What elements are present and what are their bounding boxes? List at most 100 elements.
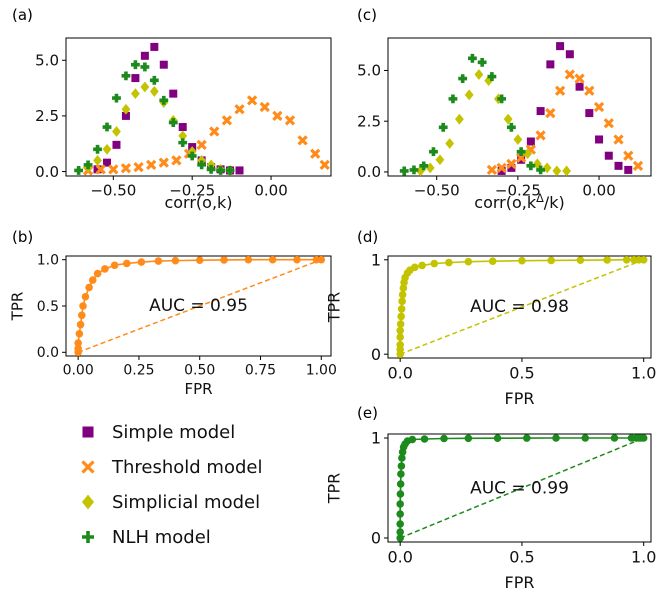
data-point [178,123,187,132]
legend-marker [81,494,95,510]
roc-point [137,258,146,266]
data-point [168,118,178,127]
plot-frame [387,433,652,543]
data-point [259,101,270,113]
data-point [497,166,506,175]
x-tick-label: 0.5 [509,363,534,382]
legend: Simple model Threshold model Simplicial mo… [81,422,262,548]
data-point [169,89,178,98]
data-point [429,147,438,157]
roc-point [396,480,405,488]
x-tick-label: 0.25 [123,363,154,379]
y-tick-label: 0.0 [357,163,381,181]
data-point [624,165,633,174]
data-point [595,135,604,144]
data-point [121,111,130,120]
roc-point [396,500,404,508]
panel-label-d: (d) [357,228,378,246]
data-point [178,138,188,148]
x-tick-label: 0.00 [63,363,94,379]
roc-point [552,434,560,442]
data-point [196,139,207,150]
data-point [565,50,574,59]
x-tick-label: 0.75 [245,363,276,379]
series-simple-model [93,42,244,175]
histogram-panel-a: −0.50 −0.25 0.00 0.0 2.5 5.0 corr(o,k) [35,37,332,212]
data-point [74,166,84,175]
legend-label: NLH model [112,527,211,548]
roc-point [268,255,277,264]
roc-point [639,434,648,442]
random-baseline [77,259,322,353]
data-point [121,71,131,81]
y-tick-label: 0 [371,529,381,548]
roc-point [79,302,87,310]
data-point [496,162,507,174]
data-point [487,72,497,81]
x-tick-label: −0.25 [169,182,215,200]
data-point [474,69,484,80]
roc-point [440,434,448,443]
roc-point [420,435,429,443]
series-nlh-model [399,53,546,176]
roc-point [493,434,502,443]
data-point [83,160,93,170]
x-tick-label: 0.0 [387,363,412,382]
panel-label-e: (e) [357,404,378,422]
roc-point [581,434,590,442]
plot-frame [65,37,332,177]
roc-point [396,320,405,328]
roc-point [464,257,473,266]
data-point [310,148,321,159]
y-tick-label: 1 [371,429,381,448]
data-point [206,164,216,174]
roc-point [398,454,406,462]
roc-panel-b: 0.00 0.25 0.50 0.75 1.00 0.0 0.5 1.0 FPR TPR AUC =… [8,253,336,398]
data-point [102,122,112,132]
data-point [399,166,409,176]
y-tick-label: 1 [371,250,381,269]
data-point [438,122,448,132]
data-point [584,85,595,96]
data-point [468,53,477,63]
data-point [445,138,455,149]
data-point [221,115,233,126]
roc-panel-d: 0.0 0.5 1.0 0 1 FPR TPR AUC = 0.98 [325,250,657,408]
data-point [121,103,131,115]
roc-point [101,265,109,273]
roc-point [397,312,405,321]
roc-point [154,257,163,265]
roc-point [396,340,404,349]
data-point [419,161,429,171]
plot-frame [387,255,652,359]
roc-point [81,292,90,301]
auc-annotation: AUC = 0.98 [470,297,569,317]
data-point [515,152,527,163]
data-point [272,110,283,122]
series-threshold-model [82,95,330,176]
roc-point [397,462,406,470]
data-point [112,140,121,149]
data-point [171,155,182,166]
data-point [197,160,207,170]
data-point [133,161,144,173]
y-axis-label: TPR [325,292,344,324]
roc-point [396,490,405,498]
y-tick-label: 0 [371,345,381,364]
roc-point [78,311,86,320]
roc-point [603,256,611,264]
data-point [564,69,575,80]
x-tick-label: 0.5 [509,547,534,566]
data-point [319,159,330,171]
roc-point [397,305,406,313]
roc-point [418,261,426,270]
data-point [297,135,308,146]
roc-panel-e: 0.0 0.5 1.0 0 1 FPR TPR AUC = 0.99 [325,429,657,592]
roc-point [293,255,301,264]
roc-point [74,344,82,353]
data-point [604,151,613,160]
x-axis-label: FPR [505,573,535,592]
data-point [140,51,149,60]
roc-point [396,510,404,518]
roc-point [397,470,405,478]
